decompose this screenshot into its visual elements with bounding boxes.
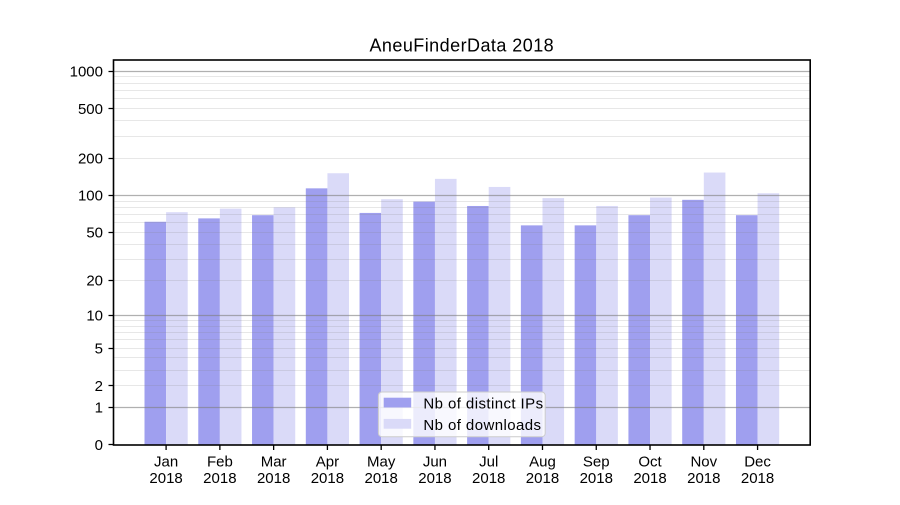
svg-text:200: 200 <box>78 150 103 167</box>
svg-text:2018: 2018 <box>580 470 613 487</box>
svg-text:2: 2 <box>95 378 103 395</box>
svg-text:1: 1 <box>95 400 103 417</box>
svg-text:2018: 2018 <box>311 470 344 487</box>
svg-text:Feb: Feb <box>207 453 233 470</box>
svg-text:2018: 2018 <box>257 470 290 487</box>
svg-text:Mar: Mar <box>261 453 287 470</box>
svg-text:2018: 2018 <box>633 470 666 487</box>
svg-text:Jan: Jan <box>154 453 178 470</box>
svg-text:Dec: Dec <box>744 453 771 470</box>
svg-text:50: 50 <box>86 225 103 242</box>
svg-text:100: 100 <box>78 188 103 205</box>
svg-text:2018: 2018 <box>418 470 451 487</box>
svg-text:2018: 2018 <box>149 470 182 487</box>
svg-text:May: May <box>367 453 396 470</box>
svg-text:Nb of distinct IPs: Nb of distinct IPs <box>423 396 543 413</box>
svg-text:1000: 1000 <box>70 64 103 81</box>
svg-text:0: 0 <box>95 437 103 454</box>
svg-text:2018: 2018 <box>741 470 774 487</box>
svg-text:Oct: Oct <box>638 453 662 470</box>
svg-text:Jul: Jul <box>479 453 498 470</box>
svg-text:Jun: Jun <box>423 453 447 470</box>
svg-text:5: 5 <box>95 340 103 357</box>
svg-text:Nb of downloads: Nb of downloads <box>423 417 541 434</box>
svg-text:10: 10 <box>86 307 103 324</box>
svg-text:Aug: Aug <box>529 453 556 470</box>
svg-text:Sep: Sep <box>583 453 610 470</box>
svg-text:2018: 2018 <box>526 470 559 487</box>
svg-text:2018: 2018 <box>364 470 397 487</box>
svg-text:AneuFinderData 2018: AneuFinderData 2018 <box>369 36 554 56</box>
svg-text:500: 500 <box>78 101 103 118</box>
svg-text:2018: 2018 <box>687 470 720 487</box>
svg-text:2018: 2018 <box>203 470 236 487</box>
svg-text:20: 20 <box>86 273 103 290</box>
svg-text:2018: 2018 <box>472 470 505 487</box>
svg-text:Nov: Nov <box>690 453 717 470</box>
svg-text:Apr: Apr <box>316 453 339 470</box>
